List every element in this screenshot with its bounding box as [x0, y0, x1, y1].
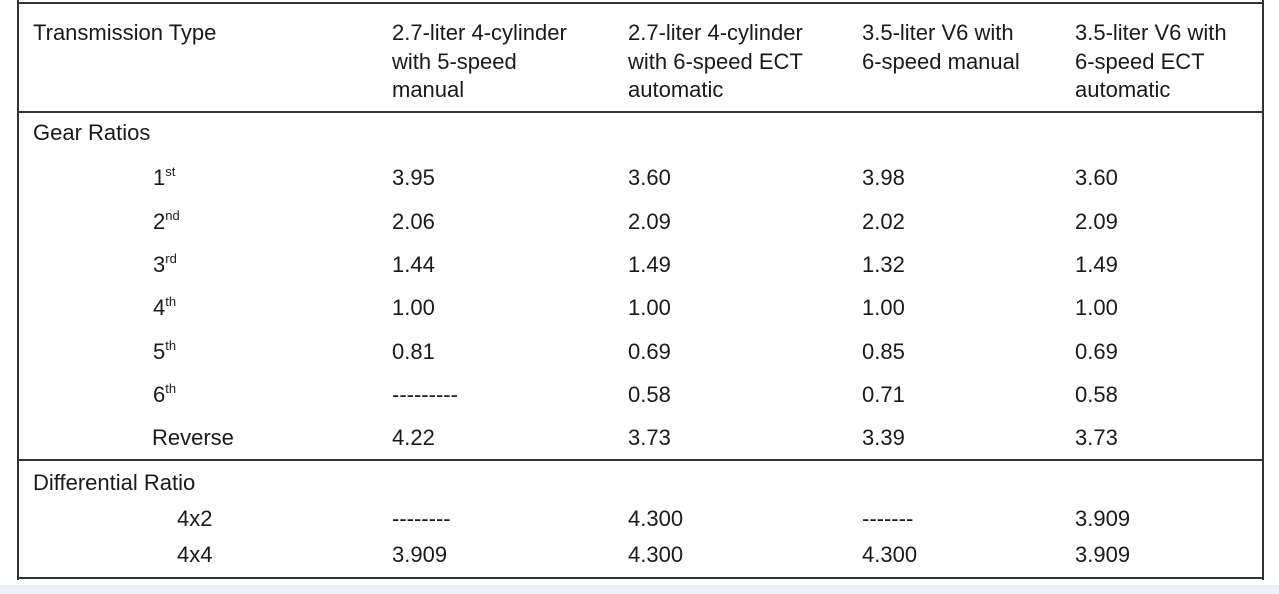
ordinal-suffix: th: [165, 381, 177, 396]
rule: [18, 111, 1264, 113]
column-header: 2.7-liter 4-cylinder: [628, 20, 803, 45]
row-label: 1st: [153, 164, 175, 192]
cell-value: 1.49: [628, 252, 671, 277]
ordinal-suffix: rd: [165, 251, 177, 266]
cell-value: 0.85: [862, 339, 905, 364]
gear-number: 4: [153, 295, 166, 320]
cell-value: 4.300: [862, 542, 918, 567]
cell-value: 1.00: [392, 295, 435, 320]
column-header: with 5-speed: [392, 48, 517, 74]
column-header: 6-speed manual: [862, 48, 1020, 74]
cell-value: 3.73: [628, 425, 671, 450]
cell-value: 0.58: [628, 382, 671, 407]
cell-value: 1.00: [628, 295, 671, 320]
cell-value: 3.95: [392, 165, 435, 190]
ordinal-suffix: th: [165, 294, 177, 309]
cell-value: 1.00: [1075, 295, 1118, 320]
cell-value: --------: [392, 506, 451, 531]
cell-value: 1.32: [862, 252, 905, 277]
cell-value: 1.49: [1075, 252, 1118, 277]
ordinal-suffix: th: [165, 338, 177, 353]
cell-value: 3.60: [1075, 165, 1118, 190]
cell-value: 4.22: [392, 425, 435, 450]
cell-value: 0.71: [862, 382, 905, 407]
cell-value: 1.44: [392, 252, 435, 277]
ordinal-suffix: st: [165, 164, 176, 179]
cell-value: 2.06: [392, 209, 435, 234]
cell-value: 3.60: [628, 165, 671, 190]
column-header: automatic: [628, 77, 724, 102]
column-header: 3.5-liter V6 with: [862, 20, 1014, 45]
section-title: Differential Ratio: [33, 470, 196, 495]
gear-number: 2: [153, 209, 166, 234]
row-label: 2nd: [153, 208, 180, 236]
gear-number: 5: [153, 339, 166, 364]
row-label: 5th: [153, 338, 176, 366]
cell-value: 0.81: [392, 339, 435, 364]
ordinal-suffix: nd: [165, 208, 180, 223]
rule: [1262, 0, 1264, 580]
cell-value: 3.909: [392, 542, 448, 567]
column-header: 3.5-liter V6 with: [1075, 20, 1227, 45]
row-label: Reverse: [152, 425, 234, 450]
cell-value: ---------: [392, 382, 458, 407]
cell-value: 3.39: [862, 425, 905, 450]
cell-value: 0.58: [1075, 382, 1118, 407]
rule: [18, 2, 1264, 4]
row-label: 4x4: [177, 542, 213, 567]
row-label: 4th: [153, 294, 176, 322]
column-header: automatic: [1075, 77, 1171, 102]
section-title: Gear Ratios: [33, 120, 151, 145]
cell-value: 0.69: [1075, 339, 1118, 364]
cell-value: -------: [862, 506, 914, 531]
cell-value: 2.09: [1075, 209, 1118, 234]
cell-value: 3.73: [1075, 425, 1118, 450]
column-header: manual: [392, 77, 465, 102]
header-label: Transmission Type: [33, 20, 217, 45]
cell-value: 2.02: [862, 209, 905, 234]
cell-value: 0.69: [628, 339, 671, 364]
cell-value: 1.00: [862, 295, 905, 320]
background: [0, 585, 1279, 594]
cell-value: 4.300: [628, 506, 684, 531]
cell-value: 3.98: [862, 165, 905, 190]
cell-value: 4.300: [628, 542, 684, 567]
cell-value: 3.909: [1075, 542, 1131, 567]
cell-value: 3.909: [1075, 506, 1131, 531]
cell-value: 2.09: [628, 209, 671, 234]
column-header: 2.7-liter 4-cylinder: [392, 20, 567, 45]
rule: [17, 0, 19, 580]
row-label: 3rd: [153, 251, 177, 279]
rule: [18, 459, 1264, 461]
rule: [18, 577, 1264, 579]
row-label: 4x2: [177, 506, 213, 531]
column-header: 6-speed ECT: [1075, 48, 1205, 74]
row-label: 6th: [153, 381, 176, 409]
gear-number: 1: [153, 165, 166, 190]
gear-number: 6: [153, 382, 166, 407]
column-header: with 6-speed ECT: [628, 48, 803, 74]
gear-number: 3: [153, 252, 166, 277]
